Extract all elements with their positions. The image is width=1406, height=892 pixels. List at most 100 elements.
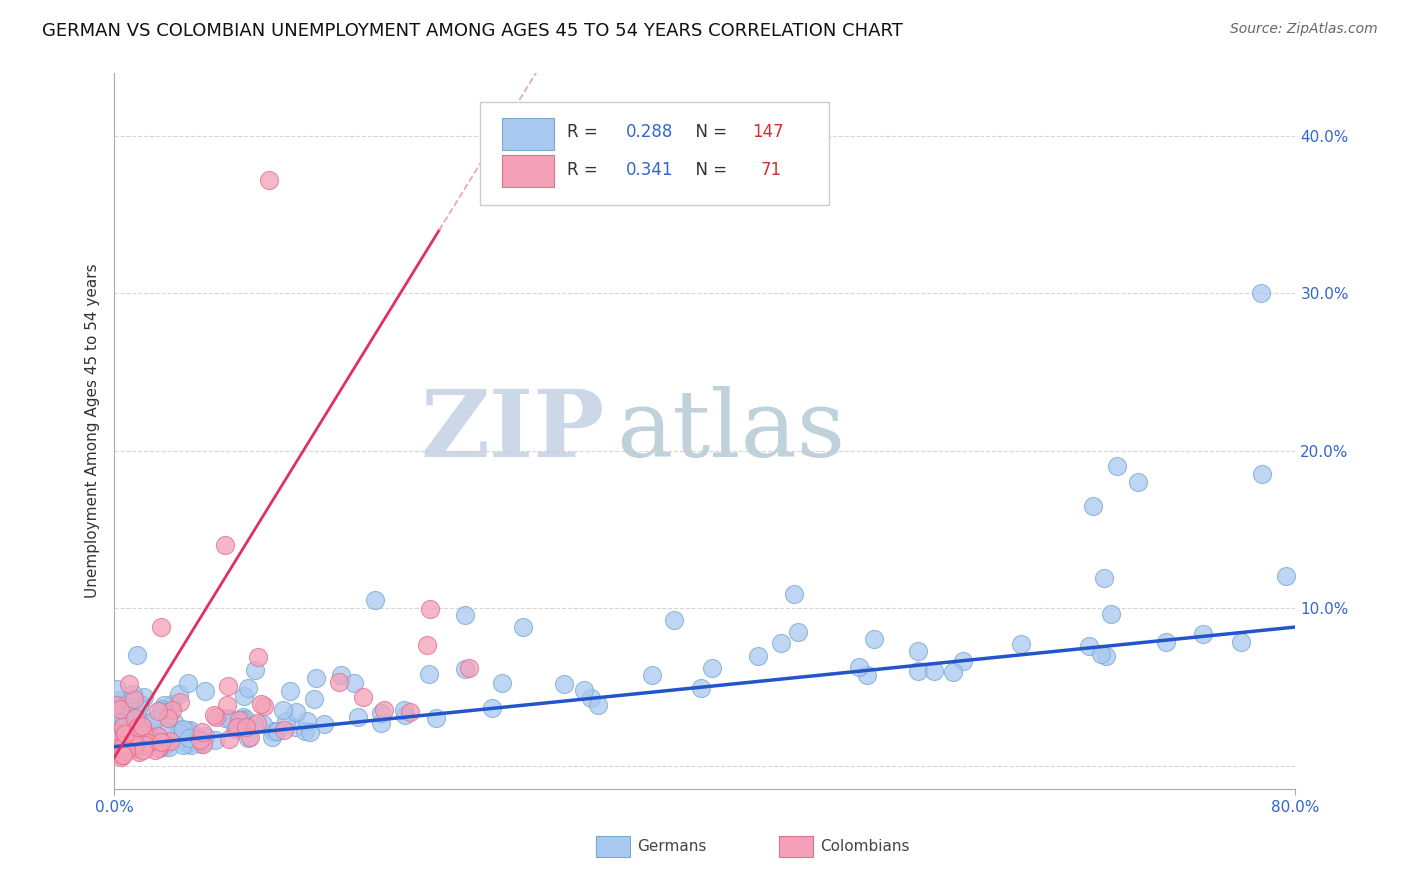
Point <box>169 695 191 709</box>
Point <box>114 744 136 758</box>
Point <box>172 738 194 752</box>
Text: R =: R = <box>567 161 603 178</box>
Point <box>1092 571 1115 585</box>
Point <box>141 739 163 753</box>
Point <box>1077 639 1099 653</box>
Point <box>139 737 162 751</box>
Point <box>125 648 148 662</box>
Point <box>243 663 266 677</box>
Point <box>108 722 131 736</box>
Point <box>214 538 236 552</box>
Point <box>115 740 138 755</box>
Point <box>266 724 288 739</box>
Text: GERMAN VS COLOMBIAN UNEMPLOYMENT AMONG AGES 45 TO 54 YEARS CORRELATION CHART: GERMAN VS COLOMBIAN UNEMPLOYMENT AMONG A… <box>42 22 903 40</box>
Point <box>399 705 422 719</box>
Point <box>122 692 145 706</box>
Point <box>132 743 155 757</box>
Point <box>224 714 246 729</box>
Point <box>131 718 153 732</box>
Y-axis label: Unemployment Among Ages 45 to 54 years: Unemployment Among Ages 45 to 54 years <box>86 264 100 599</box>
Point <box>419 601 441 615</box>
Point <box>274 714 297 728</box>
Point <box>263 724 285 739</box>
Point <box>304 691 326 706</box>
Point <box>235 721 257 735</box>
Point <box>214 711 236 725</box>
Point <box>122 687 145 701</box>
Point <box>110 745 132 759</box>
Point <box>1010 637 1032 651</box>
FancyBboxPatch shape <box>502 118 554 150</box>
Point <box>104 725 127 739</box>
Point <box>295 714 318 728</box>
Point <box>112 714 135 729</box>
Point <box>127 720 149 734</box>
Point <box>1251 467 1274 482</box>
Point <box>702 660 724 674</box>
Point <box>152 740 174 755</box>
FancyBboxPatch shape <box>779 836 813 857</box>
Point <box>121 739 143 753</box>
Point <box>121 706 143 720</box>
Point <box>454 607 477 622</box>
Point <box>146 704 169 718</box>
Point <box>392 703 415 717</box>
Point <box>153 735 176 749</box>
Point <box>148 741 170 756</box>
Point <box>177 736 200 750</box>
Point <box>167 687 190 701</box>
Point <box>135 729 157 743</box>
Point <box>149 735 172 749</box>
Point <box>180 738 202 752</box>
Point <box>1156 634 1178 648</box>
Point <box>328 675 350 690</box>
Point <box>257 173 280 187</box>
Point <box>124 710 146 724</box>
Point <box>176 737 198 751</box>
Point <box>124 737 146 751</box>
Text: 0.341: 0.341 <box>626 161 673 178</box>
Point <box>112 739 135 753</box>
Point <box>107 735 129 749</box>
Point <box>179 723 201 737</box>
Point <box>146 729 169 743</box>
Point <box>225 720 247 734</box>
Point <box>114 733 136 747</box>
Point <box>157 740 180 755</box>
Point <box>342 676 364 690</box>
Point <box>1090 648 1112 662</box>
Point <box>169 723 191 737</box>
Point <box>312 717 335 731</box>
Point <box>148 741 170 756</box>
Point <box>271 703 294 717</box>
Point <box>454 663 477 677</box>
Point <box>416 638 439 652</box>
Point <box>105 730 128 744</box>
FancyBboxPatch shape <box>596 836 630 857</box>
Point <box>922 664 945 678</box>
Point <box>224 722 246 736</box>
Point <box>187 732 209 747</box>
Point <box>457 661 479 675</box>
Point <box>128 700 150 714</box>
Point <box>204 733 226 747</box>
Point <box>512 620 534 634</box>
Point <box>352 690 374 705</box>
Point <box>262 724 284 739</box>
Point <box>787 624 810 639</box>
Point <box>105 740 128 755</box>
Point <box>108 733 131 747</box>
Point <box>104 698 127 712</box>
Point <box>142 713 165 727</box>
Point <box>247 650 270 665</box>
Point <box>157 711 180 725</box>
Point <box>848 660 870 674</box>
Point <box>215 698 238 712</box>
Point <box>167 726 190 740</box>
Point <box>641 668 664 682</box>
Point <box>114 697 136 711</box>
Point <box>118 694 141 708</box>
Text: 71: 71 <box>761 161 782 178</box>
Point <box>1099 607 1122 621</box>
Point <box>125 742 148 756</box>
